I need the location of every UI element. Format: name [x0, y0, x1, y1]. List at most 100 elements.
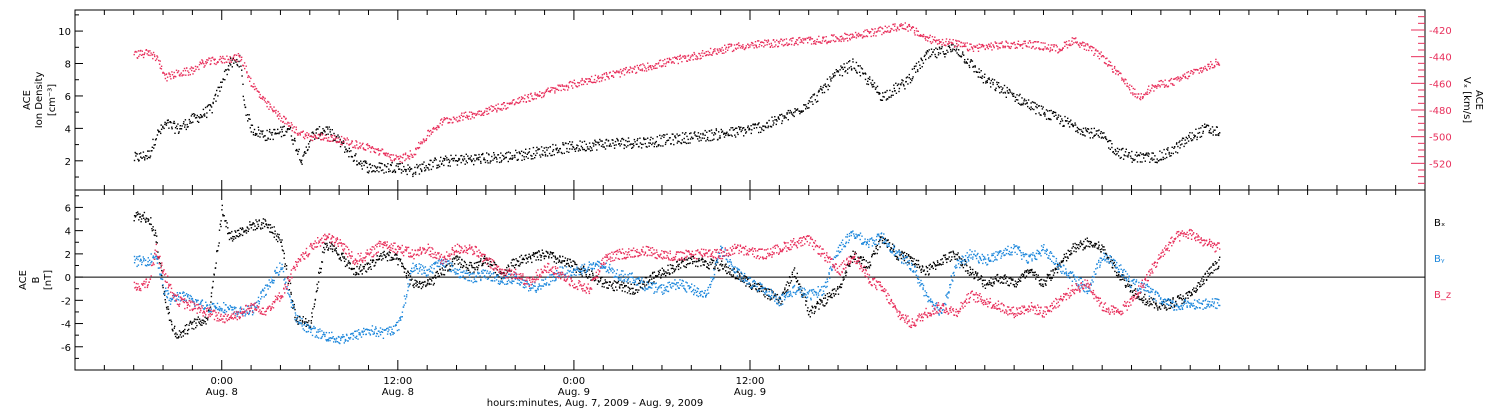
density-point	[1154, 161, 1156, 163]
bx-point	[863, 259, 866, 261]
bx-point	[409, 275, 412, 277]
density-point	[507, 160, 509, 163]
density-point	[625, 139, 627, 142]
velocity-point	[886, 26, 888, 29]
velocity-point	[913, 32, 916, 34]
bx-point	[482, 264, 484, 266]
velocity-point	[885, 30, 887, 33]
bx-point	[445, 266, 447, 268]
density-point	[752, 123, 754, 125]
density-point	[467, 155, 469, 157]
density-point	[208, 104, 210, 106]
density-point	[1045, 109, 1048, 111]
density-point	[1143, 157, 1145, 159]
bx-point	[253, 223, 255, 225]
velocity-point	[770, 42, 772, 45]
bx-point	[953, 253, 955, 255]
velocity-point	[299, 132, 301, 135]
density-point	[191, 113, 193, 115]
velocity-point	[330, 140, 332, 142]
velocity-point	[976, 44, 978, 47]
density-point	[1077, 131, 1079, 134]
density-point	[503, 155, 505, 157]
density-point	[879, 92, 881, 95]
bx-point	[401, 265, 403, 268]
velocity-point	[496, 109, 498, 111]
velocity-point	[473, 113, 475, 115]
bx-point	[710, 263, 712, 266]
velocity-point	[997, 45, 999, 48]
velocity-point	[810, 43, 813, 45]
bx-point	[257, 223, 259, 226]
density-point	[366, 166, 369, 169]
density-point	[358, 162, 361, 164]
velocity-point	[1078, 44, 1080, 47]
density-point	[231, 66, 233, 68]
bx-point	[723, 266, 726, 268]
velocity-point	[1206, 69, 1208, 71]
velocity-point	[1132, 94, 1134, 96]
density-point	[402, 170, 404, 172]
velocity-point	[500, 103, 503, 106]
density-point	[887, 98, 889, 100]
density-point	[148, 150, 150, 152]
velocity-point	[1044, 42, 1046, 44]
velocity-point	[945, 40, 947, 43]
bx-point	[159, 262, 162, 265]
velocity-point	[247, 75, 250, 77]
bx-point	[832, 292, 835, 295]
velocity-point	[538, 94, 540, 96]
density-point	[327, 128, 329, 130]
velocity-point	[1043, 48, 1045, 50]
velocity-point	[415, 147, 417, 150]
bx-point	[415, 282, 417, 284]
velocity-point	[790, 38, 792, 40]
bx-point	[248, 228, 250, 230]
velocity-point	[393, 158, 395, 161]
density-point	[522, 151, 525, 153]
velocity-point	[301, 131, 304, 133]
density-point	[505, 156, 507, 159]
velocity-point	[484, 110, 486, 112]
bx-point	[342, 252, 344, 255]
velocity-point	[1115, 69, 1117, 71]
density-point	[1014, 100, 1016, 102]
bx-point	[831, 289, 834, 292]
bx-point	[879, 239, 881, 242]
bx-point	[911, 257, 914, 259]
bx-point	[520, 254, 523, 257]
velocity-point	[686, 60, 689, 62]
bx-point	[826, 299, 829, 301]
bx-point	[901, 250, 903, 253]
velocity-point	[1164, 85, 1166, 87]
velocity-point	[939, 41, 941, 43]
velocity-point	[557, 89, 560, 91]
bx-point	[918, 267, 921, 269]
velocity-point	[989, 44, 991, 46]
bx-point	[792, 276, 794, 278]
velocity-point	[1106, 57, 1108, 59]
bx-point	[426, 284, 428, 286]
bx-point	[186, 324, 188, 326]
density-point	[1188, 134, 1190, 137]
velocity-point	[813, 43, 815, 45]
bx-point	[416, 281, 418, 283]
density-point	[248, 114, 250, 116]
bx-point	[419, 283, 421, 285]
density-point	[768, 119, 770, 122]
density-point	[443, 159, 446, 161]
bx-point	[786, 290, 788, 292]
velocity-point	[664, 58, 666, 61]
bx-point	[395, 258, 397, 260]
velocity-point	[607, 76, 610, 78]
bx-point	[384, 254, 386, 257]
bx-point	[697, 265, 699, 268]
bx-point	[254, 229, 257, 231]
density-point	[432, 165, 434, 168]
bx-point	[789, 282, 792, 284]
density-point	[542, 150, 544, 152]
bx-point	[374, 262, 377, 264]
density-point	[1084, 135, 1086, 137]
velocity-point	[399, 155, 401, 157]
density-point	[825, 85, 827, 87]
